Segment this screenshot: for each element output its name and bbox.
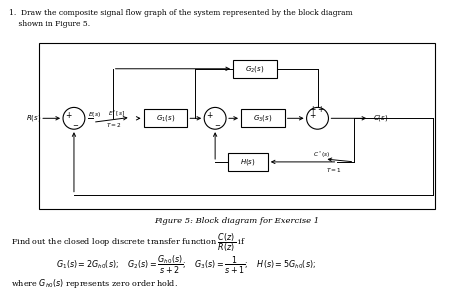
Bar (144, 109, 187, 127)
Text: $G_1(s)$: $G_1(s)$ (156, 113, 175, 123)
Text: $T = 1$: $T = 1$ (327, 166, 342, 174)
Text: $E^*[s]$: $E^*[s]$ (108, 108, 125, 118)
Text: $G_3(s)$: $G_3(s)$ (253, 113, 273, 123)
Text: $E(s)$: $E(s)$ (88, 110, 101, 119)
Circle shape (307, 107, 328, 129)
Text: $G_2(s)$: $G_2(s)$ (245, 64, 264, 74)
Circle shape (63, 107, 85, 129)
Bar (233, 60, 277, 78)
Text: $G_1(s) = 2G_{h0}(s);\quad G_2(s) = \dfrac{G_{h0}(s)}{s+2};\quad G_3(s) = \dfrac: $G_1(s) = 2G_{h0}(s);\quad G_2(s) = \dfr… (56, 254, 316, 276)
Text: $T = 2$: $T = 2$ (106, 121, 122, 129)
Text: shown in Figure 5.: shown in Figure 5. (9, 20, 91, 28)
Bar (241, 109, 285, 127)
Text: 1.  Draw the composite signal flow graph of the system represented by the block : 1. Draw the composite signal flow graph … (9, 9, 353, 17)
Text: $R(s)$: $R(s)$ (26, 113, 42, 123)
Bar (39, 43, 435, 209)
Bar (228, 153, 268, 171)
Text: $C(s)$: $C(s)$ (373, 113, 389, 123)
Text: $+$: $+$ (309, 105, 316, 115)
Text: $-$: $-$ (73, 121, 80, 127)
Text: $+$: $+$ (317, 105, 324, 115)
Text: $+$: $+$ (309, 110, 316, 120)
Text: Figure 5: Block diagram for Exercise 1: Figure 5: Block diagram for Exercise 1 (155, 217, 319, 225)
Text: $+$: $+$ (65, 110, 73, 120)
Text: Find out the closed loop discrete transfer function $\dfrac{C(z)}{R(z)}$ if: Find out the closed loop discrete transf… (11, 231, 246, 254)
Text: $C^*(s)$: $C^*(s)$ (313, 150, 330, 160)
Text: $+$: $+$ (206, 110, 214, 120)
Text: where $G_{h0}(s)$ represents zero order hold.: where $G_{h0}(s)$ represents zero order … (11, 277, 178, 290)
Text: $H(s)$: $H(s)$ (240, 157, 256, 167)
Text: $-$: $-$ (214, 121, 221, 127)
Circle shape (204, 107, 226, 129)
